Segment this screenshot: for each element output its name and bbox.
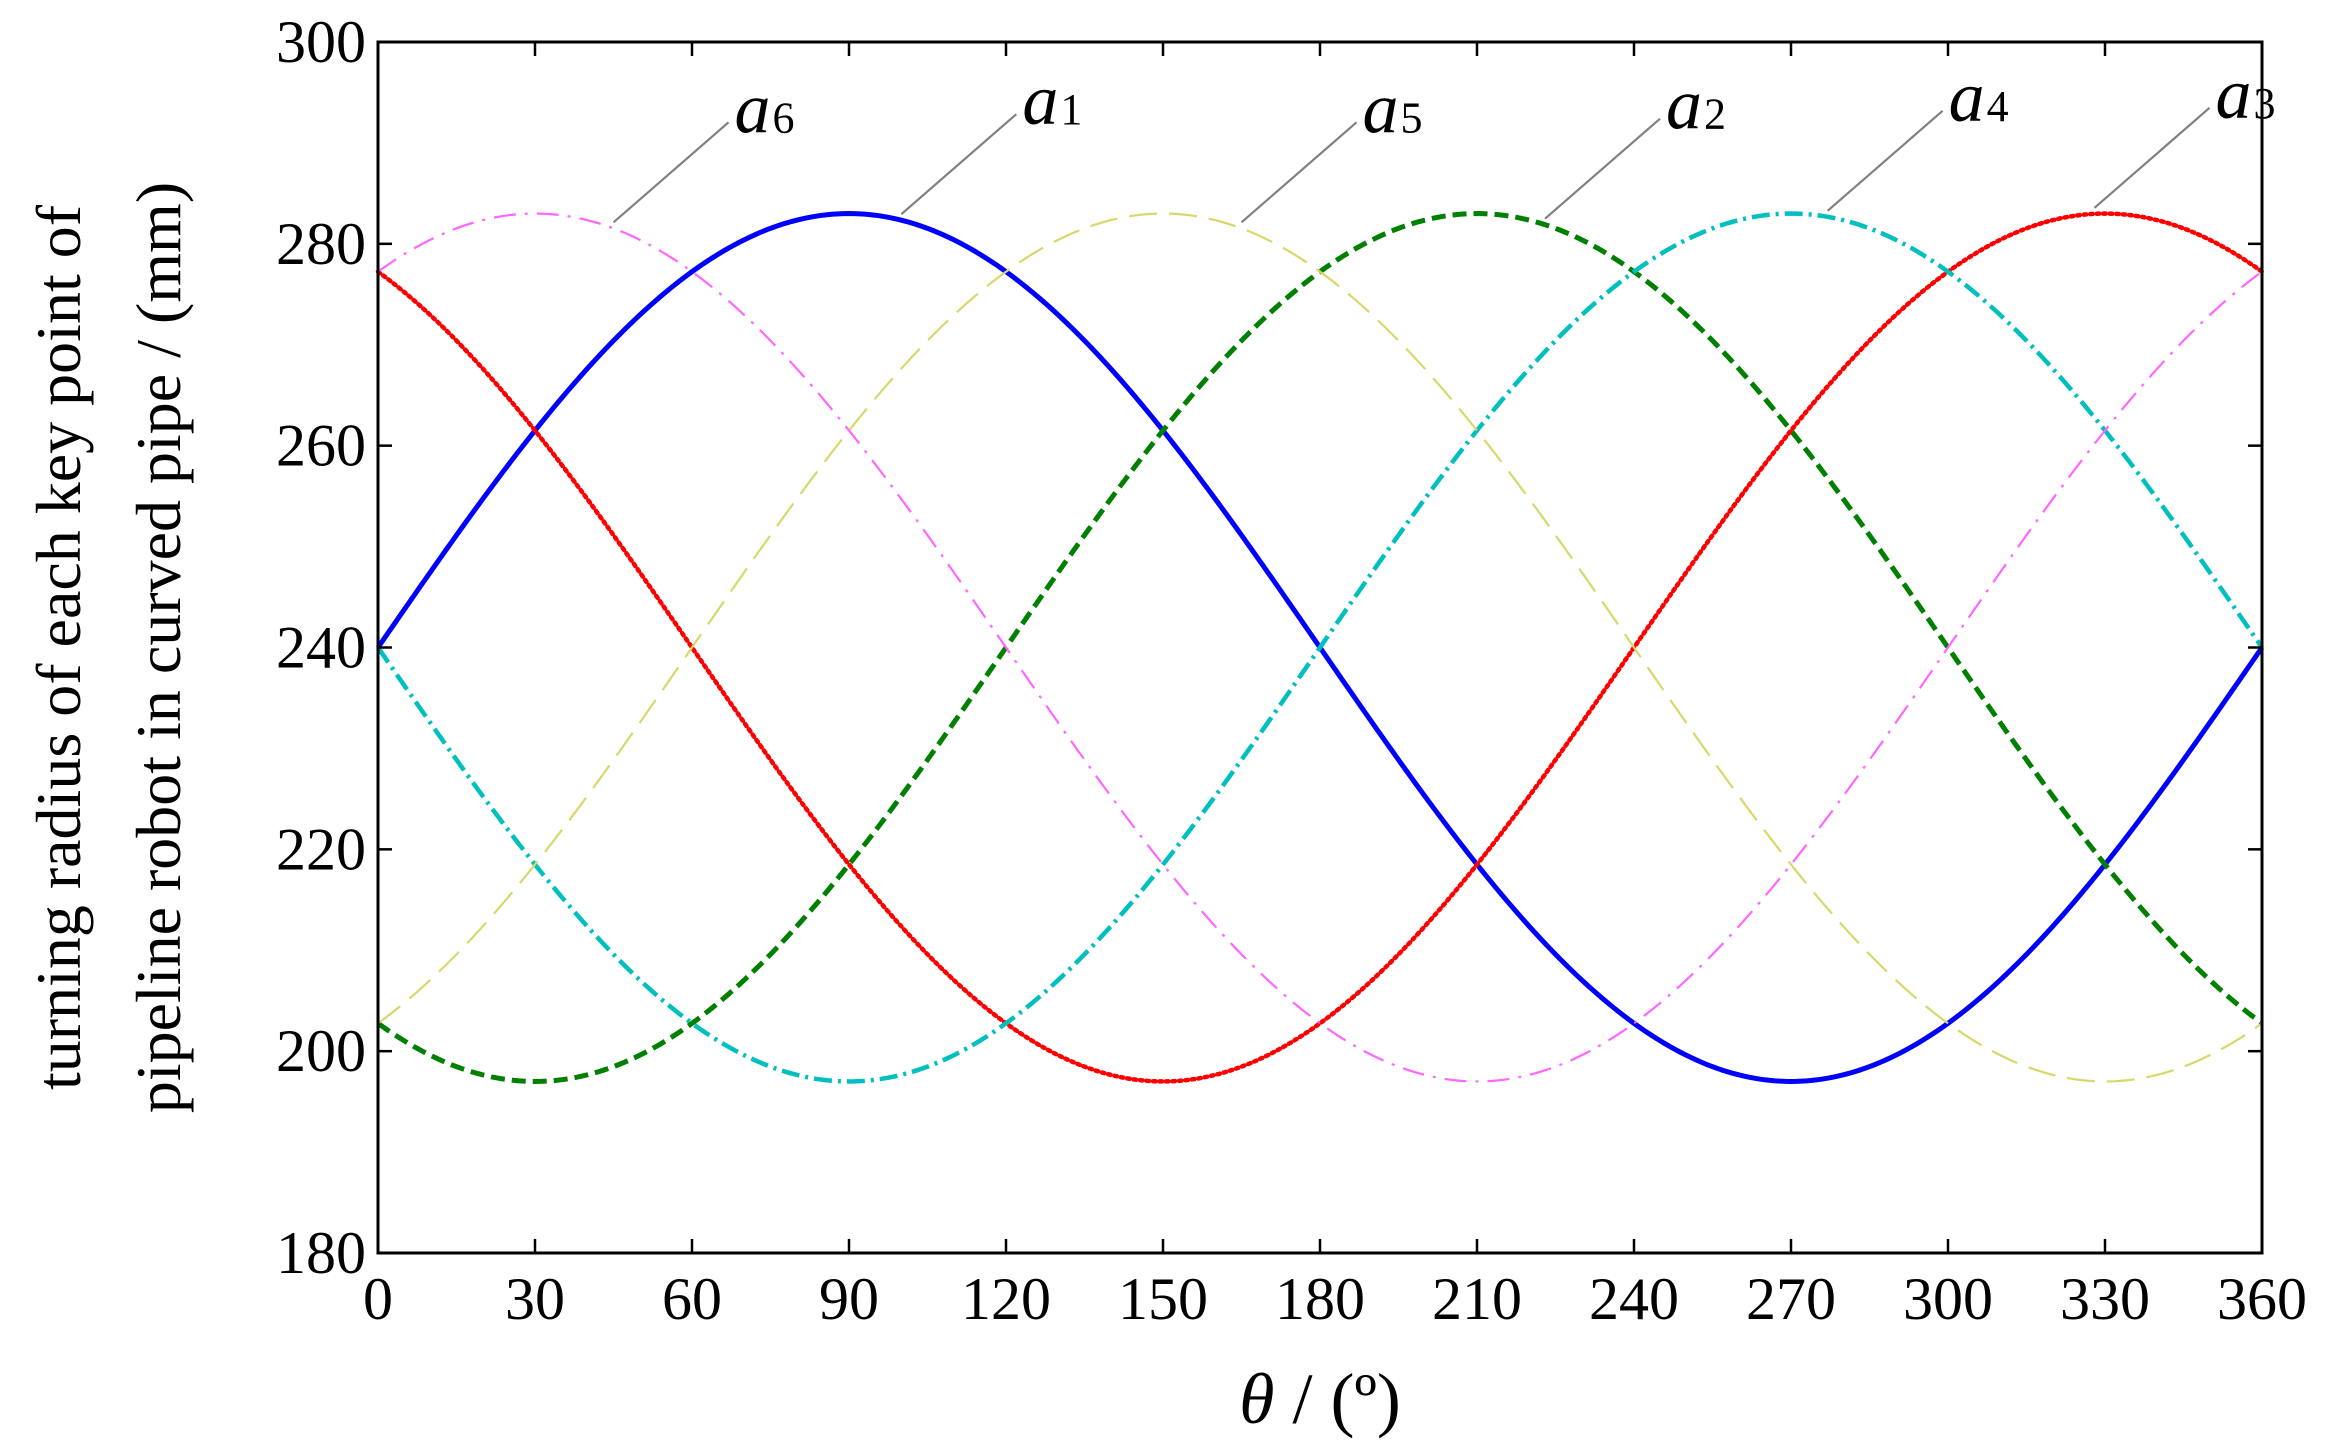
- annotation-leader-a4: [1826, 109, 1944, 212]
- series-label-a5: a5: [1363, 68, 1423, 148]
- x-axis-title: θ / (º): [1239, 1359, 1401, 1439]
- series-label-a3: a3: [2216, 54, 2276, 134]
- y-tick-label: 200: [276, 1018, 366, 1084]
- x-tick-label: 300: [1903, 1266, 1993, 1332]
- x-tick-label: 30: [505, 1266, 565, 1332]
- series-line-a5: [377, 212, 2263, 1083]
- x-tick-label: 240: [1589, 1266, 1679, 1332]
- x-tick-label: 360: [2217, 1266, 2307, 1332]
- y-tick-label: 220: [276, 816, 366, 882]
- x-tick-label: 180: [1275, 1266, 1365, 1332]
- y-axis-title-line: turning radius of each key point of: [23, 204, 94, 1090]
- annotation-leader-a2: [1544, 117, 1661, 220]
- series-line-a4: [376, 211, 2264, 1084]
- x-tick-label: 270: [1746, 1266, 1836, 1332]
- series-label-a4: a4: [1949, 57, 2009, 137]
- series-label-a2: a2: [1666, 65, 1726, 145]
- series-annotations: a6 a1 a5 a2 a4 a3: [612, 54, 2276, 224]
- x-tick-label: 210: [1432, 1266, 1522, 1332]
- x-tick-label: 330: [2060, 1266, 2150, 1332]
- y-axis-title: turning radius of each key point of pipel…: [23, 182, 194, 1113]
- y-tick-label: 280: [276, 211, 366, 277]
- y-tick-label: 240: [276, 615, 366, 681]
- annotation-leader-a1: [900, 113, 1018, 215]
- series-line-a6: [377, 212, 2263, 1083]
- annotation-leader-a6: [612, 121, 730, 224]
- series-label-a6: a6: [735, 68, 795, 148]
- y-tick-label: 260: [276, 413, 366, 479]
- annotation-leader-a3: [2093, 106, 2211, 209]
- axis-ticks: 0 30 60 90 120 150 180 210 240 270 300 330 360 180 200…: [276, 9, 2307, 1332]
- annotation-leader-a5: [1240, 121, 1358, 224]
- y-tick-label: 300: [276, 9, 366, 75]
- y-tick-label: 180: [276, 1220, 366, 1286]
- series-layer: [375, 211, 2265, 1084]
- y-axis-title-line: pipeline robot in curved pipe / (mm): [123, 182, 194, 1113]
- x-tick-label: 150: [1118, 1266, 1208, 1332]
- x-tick-label: 0: [363, 1266, 393, 1332]
- x-tick-label: 120: [961, 1266, 1051, 1332]
- x-tick-label: 60: [662, 1266, 722, 1332]
- x-tick-label: 90: [819, 1266, 879, 1332]
- series-label-a1: a1: [1022, 60, 1082, 140]
